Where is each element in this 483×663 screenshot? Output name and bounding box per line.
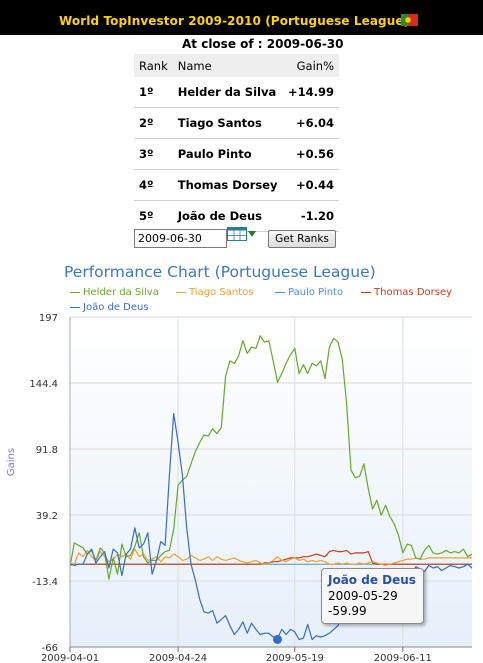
x-tick-label: 2009-04-01 bbox=[41, 653, 99, 663]
legend-item[interactable]: Thomas Dorsey bbox=[361, 287, 452, 298]
rank-cell: 5º bbox=[134, 200, 173, 232]
legend-item[interactable]: Paulo Pinto bbox=[275, 287, 343, 298]
legend-label: João de Deus bbox=[83, 302, 149, 313]
table-row: 2º Tiago Santos +6.04 bbox=[134, 107, 339, 139]
get-ranks-button[interactable]: Get Ranks bbox=[268, 230, 336, 248]
rank-cell: 4º bbox=[134, 169, 173, 201]
legend-swatch bbox=[70, 291, 80, 293]
y-tick-label: 144.4 bbox=[29, 379, 58, 390]
y-tick-label: -13.4 bbox=[32, 577, 58, 588]
column-header-rank: Rank bbox=[134, 54, 173, 77]
y-tick-label: 39.2 bbox=[36, 511, 58, 522]
legend-item[interactable]: Tiago Santos bbox=[176, 287, 253, 298]
table-row: 4º Thomas Dorsey +0.44 bbox=[134, 169, 339, 201]
legend-label: Paulo Pinto bbox=[288, 287, 344, 298]
table-row: 1º Helder da Silva +14.99 bbox=[134, 77, 339, 108]
tooltip-series-name: João de Deus bbox=[328, 573, 416, 587]
y-axis-label: Gains bbox=[6, 448, 17, 476]
tooltip-date: 2009-05-29 bbox=[328, 589, 398, 603]
gain-cell: -1.20 bbox=[282, 200, 339, 232]
gain-cell: +0.44 bbox=[282, 169, 339, 201]
legend-label: Thomas Dorsey bbox=[374, 287, 453, 298]
page-title: World TopInvestor 2009-2010 (Portuguese … bbox=[59, 14, 410, 28]
ranking-header-row: Rank Name Gain% bbox=[134, 54, 339, 77]
ranking-table: Rank Name Gain% 1º Helder da Silva +14.9… bbox=[134, 54, 339, 232]
chart-tooltip: João de Deus 2009-05-29 -59.99 bbox=[321, 568, 424, 624]
x-tick-label: 2009-04-24 bbox=[149, 653, 207, 663]
y-tick-label: -66 bbox=[42, 643, 58, 654]
y-tick-label: 91.8 bbox=[36, 445, 58, 456]
name-cell: Thomas Dorsey bbox=[172, 169, 283, 201]
legend-swatch bbox=[361, 291, 371, 293]
title-bar: World TopInvestor 2009-2010 (Portuguese … bbox=[0, 0, 483, 35]
close-date-caption: At close of : 2009-06-30 bbox=[182, 37, 344, 51]
column-header-name: Name bbox=[172, 54, 283, 77]
portugal-flag-icon bbox=[401, 14, 418, 26]
series-line-tiago-santos[interactable] bbox=[69, 548, 472, 567]
legend-item[interactable]: João de Deus bbox=[70, 302, 149, 313]
x-tick-label: 2009-05-19 bbox=[266, 653, 324, 663]
gain-cell: +6.04 bbox=[282, 107, 339, 139]
gain-cell: +14.99 bbox=[282, 77, 339, 108]
legend-swatch bbox=[176, 291, 186, 293]
table-row: 3º Paulo Pinto +0.56 bbox=[134, 138, 339, 170]
rank-cell: 1º bbox=[134, 77, 173, 108]
highlight-point[interactable] bbox=[272, 634, 282, 644]
column-header-gain: Gain% bbox=[282, 54, 339, 77]
legend-swatch bbox=[70, 306, 80, 308]
legend-label: Tiago Santos bbox=[189, 287, 254, 298]
name-cell: Helder da Silva bbox=[172, 77, 283, 108]
legend-swatch bbox=[275, 291, 285, 293]
legend-item[interactable]: Helder da Silva bbox=[70, 287, 159, 298]
rank-cell: 2º bbox=[134, 107, 173, 139]
name-cell: Paulo Pinto bbox=[172, 138, 283, 170]
x-tick-label: 2009-06-11 bbox=[374, 653, 432, 663]
gain-cell: +0.56 bbox=[282, 138, 339, 170]
calendar-icon[interactable] bbox=[227, 227, 257, 241]
table-row: 5º João de Deus -1.20 bbox=[134, 200, 339, 232]
name-cell: Tiago Santos bbox=[172, 107, 283, 139]
rank-cell: 3º bbox=[134, 138, 173, 170]
name-cell: João de Deus bbox=[172, 200, 283, 232]
date-input[interactable] bbox=[134, 229, 227, 248]
legend-label: Helder da Silva bbox=[83, 287, 159, 298]
chart-title: Performance Chart (Portuguese League) bbox=[64, 263, 376, 281]
tooltip-value: -59.99 bbox=[328, 604, 367, 618]
y-tick-label: 197 bbox=[39, 313, 58, 324]
